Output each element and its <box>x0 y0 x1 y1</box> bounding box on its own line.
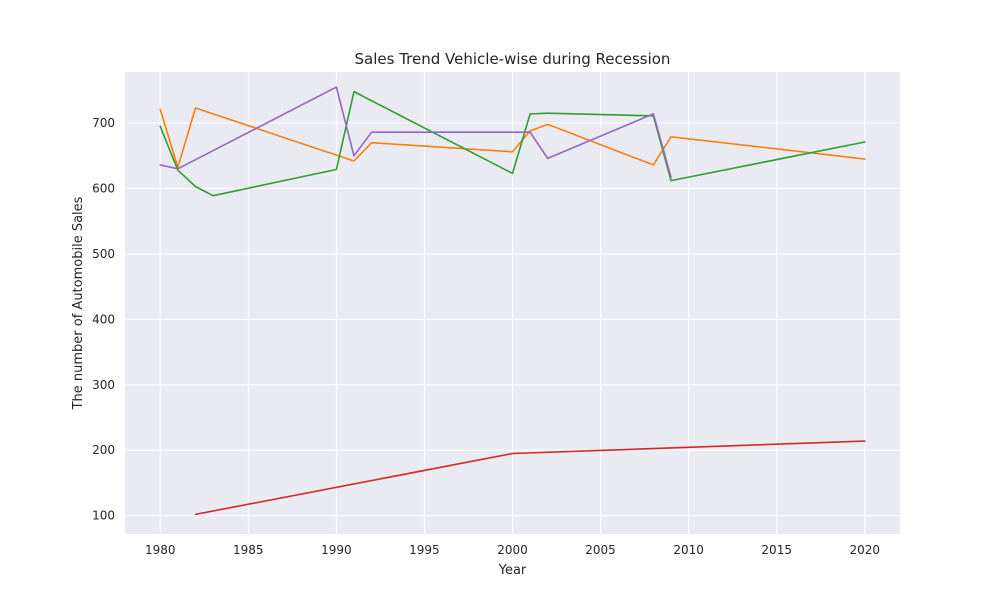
x-tick-label: 1990 <box>321 543 352 557</box>
x-axis-label: Year <box>498 563 527 578</box>
x-tick-label: 2000 <box>497 543 528 557</box>
y-tick-labels: 100 200 300 400 500 600 700 <box>92 116 115 523</box>
x-tick-label: 2015 <box>761 543 792 557</box>
y-tick-label: 700 <box>92 116 115 130</box>
y-tick-label: 600 <box>92 181 115 195</box>
x-tick-label: 1985 <box>233 543 264 557</box>
x-tick-labels: 1980 1985 1990 1995 2000 2005 2010 2015 2020 <box>145 543 880 557</box>
chart-title: Sales Trend Vehicle-wise during Recessio… <box>355 50 671 68</box>
series-lines <box>159 86 866 516</box>
y-tick-label: 500 <box>92 247 115 261</box>
series-line-1 <box>159 107 866 169</box>
y-tick-label: 300 <box>92 378 115 392</box>
y-tick-label: 100 <box>92 509 115 523</box>
x-tick-label: 2020 <box>849 543 880 557</box>
x-tick-label: 2005 <box>585 543 616 557</box>
y-tick-label: 400 <box>92 312 115 326</box>
x-tick-label: 2010 <box>673 543 704 557</box>
y-tick-label: 200 <box>92 443 115 457</box>
x-tick-label: 1995 <box>409 543 440 557</box>
series-line-4 <box>194 440 866 516</box>
series-line-3 <box>159 86 672 179</box>
x-tick-label: 1980 <box>145 543 176 557</box>
y-axis-label: The number of Automobile Sales <box>71 196 86 410</box>
